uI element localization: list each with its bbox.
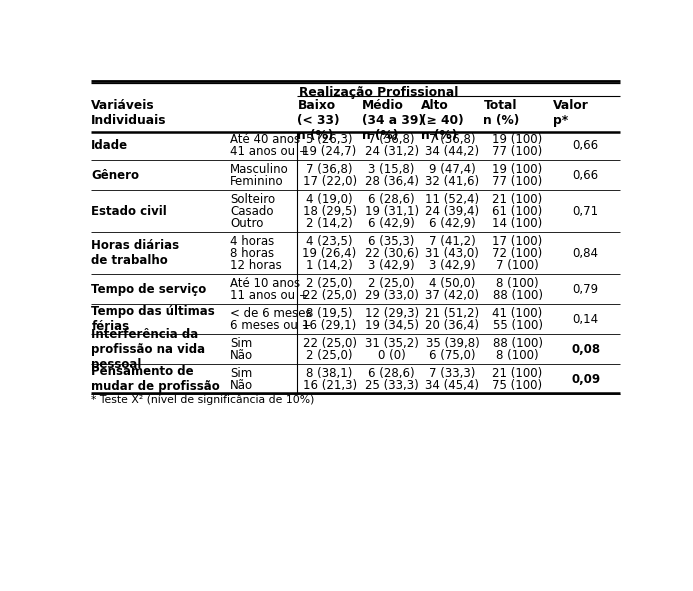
Text: 21 (100): 21 (100)	[493, 193, 543, 206]
Text: Realização Profissional: Realização Profissional	[299, 86, 458, 99]
Text: 12 horas: 12 horas	[230, 259, 282, 272]
Text: 22 (25,0): 22 (25,0)	[303, 288, 357, 301]
Text: 20 (36,4): 20 (36,4)	[426, 319, 480, 332]
Text: Masculino: Masculino	[230, 163, 289, 176]
Text: 8 (38,1): 8 (38,1)	[306, 367, 353, 380]
Text: 4 (50,0): 4 (50,0)	[429, 277, 475, 290]
Text: 16 (29,1): 16 (29,1)	[302, 319, 357, 332]
Text: 4 (19,0): 4 (19,0)	[306, 193, 353, 206]
Text: Sim: Sim	[230, 337, 252, 350]
Text: 8 horas: 8 horas	[230, 246, 274, 259]
Text: 24 (31,2): 24 (31,2)	[365, 145, 419, 158]
Text: 21 (100): 21 (100)	[493, 367, 543, 380]
Text: * Teste X² (nível de significância de 10%): * Teste X² (nível de significância de 10…	[91, 394, 315, 405]
Text: 1 (14,2): 1 (14,2)	[306, 259, 353, 272]
Text: 29 (33,0): 29 (33,0)	[365, 288, 419, 301]
Text: 7 (100): 7 (100)	[496, 259, 539, 272]
Text: 8 (100): 8 (100)	[496, 349, 539, 362]
Text: 0 (0): 0 (0)	[378, 349, 405, 362]
Text: 22 (25,0): 22 (25,0)	[303, 337, 357, 350]
Text: 0,84: 0,84	[572, 246, 599, 259]
Text: 0,09: 0,09	[571, 373, 600, 386]
Text: Baixo
(< 33)
n (%): Baixo (< 33) n (%)	[297, 99, 340, 142]
Text: 3 (15,8): 3 (15,8)	[369, 163, 415, 176]
Text: 24 (39,4): 24 (39,4)	[426, 204, 480, 217]
Text: 19 (26,4): 19 (26,4)	[302, 246, 357, 259]
Text: < de 6 meses: < de 6 meses	[230, 307, 312, 320]
Text: Gênero: Gênero	[91, 169, 139, 182]
Text: 4 (23,5): 4 (23,5)	[306, 235, 353, 248]
Text: 18 (29,5): 18 (29,5)	[303, 204, 357, 217]
Text: 61 (100): 61 (100)	[493, 204, 543, 217]
Text: 17 (100): 17 (100)	[493, 235, 543, 248]
Text: 3 (42,9): 3 (42,9)	[368, 259, 415, 272]
Text: 0,79: 0,79	[572, 282, 599, 296]
Text: Interferência da
profissão na vida
pessoal: Interferência da profissão na vida pesso…	[91, 328, 205, 371]
Text: 35 (39,8): 35 (39,8)	[426, 337, 480, 350]
Text: 6 (42,9): 6 (42,9)	[429, 217, 476, 230]
Text: Tempo de serviço: Tempo de serviço	[91, 282, 207, 296]
Text: 2 (14,2): 2 (14,2)	[306, 217, 353, 230]
Text: 34 (44,2): 34 (44,2)	[426, 145, 480, 158]
Text: 11 anos ou +: 11 anos ou +	[230, 288, 309, 301]
Text: 8 (100): 8 (100)	[496, 277, 539, 290]
Text: Não: Não	[230, 349, 253, 362]
Text: 0,66: 0,66	[572, 139, 599, 152]
Text: Solteiro: Solteiro	[230, 193, 275, 206]
Text: 6 (42,9): 6 (42,9)	[368, 217, 415, 230]
Text: 88 (100): 88 (100)	[493, 337, 543, 350]
Text: 41 (100): 41 (100)	[493, 307, 543, 320]
Text: 6 meses ou +: 6 meses ou +	[230, 319, 311, 332]
Text: Variáveis
Individuais: Variáveis Individuais	[91, 99, 167, 126]
Text: Horas diárias
de trabalho: Horas diárias de trabalho	[91, 239, 179, 267]
Text: 28 (36,4): 28 (36,4)	[365, 175, 419, 188]
Text: 31 (43,0): 31 (43,0)	[426, 246, 480, 259]
Text: 25 (33,3): 25 (33,3)	[365, 379, 419, 392]
Text: 0,71: 0,71	[572, 204, 599, 217]
Text: 12 (29,3): 12 (29,3)	[365, 307, 419, 320]
Text: Feminino: Feminino	[230, 175, 283, 188]
Text: 22 (30,6): 22 (30,6)	[365, 246, 419, 259]
Text: 6 (75,0): 6 (75,0)	[429, 349, 475, 362]
Text: 7 (41,2): 7 (41,2)	[429, 235, 476, 248]
Text: Total
n (%): Total n (%)	[484, 99, 520, 126]
Text: 7 (36,8): 7 (36,8)	[369, 133, 415, 146]
Text: Estado civil: Estado civil	[91, 204, 167, 217]
Text: 2 (25,0): 2 (25,0)	[306, 349, 353, 362]
Text: 19 (24,7): 19 (24,7)	[302, 145, 357, 158]
Text: Idade: Idade	[91, 139, 128, 152]
Text: 2 (25,0): 2 (25,0)	[306, 277, 353, 290]
Text: 19 (100): 19 (100)	[493, 163, 543, 176]
Text: 7 (36,8): 7 (36,8)	[306, 163, 353, 176]
Text: 41 anos ou +: 41 anos ou +	[230, 145, 309, 158]
Text: 6 (35,3): 6 (35,3)	[369, 235, 415, 248]
Text: 34 (45,4): 34 (45,4)	[426, 379, 480, 392]
Text: 19 (31,1): 19 (31,1)	[365, 204, 419, 217]
Text: 9 (47,4): 9 (47,4)	[429, 163, 476, 176]
Text: 2 (25,0): 2 (25,0)	[369, 277, 415, 290]
Text: 77 (100): 77 (100)	[493, 175, 543, 188]
Text: Não: Não	[230, 379, 253, 392]
Text: 6 (28,6): 6 (28,6)	[368, 193, 415, 206]
Text: 19 (100): 19 (100)	[493, 133, 543, 146]
Text: Casado: Casado	[230, 204, 274, 217]
Text: Até 10 anos: Até 10 anos	[230, 277, 300, 290]
Text: Valor
p*: Valor p*	[553, 99, 589, 126]
Text: 7 (33,3): 7 (33,3)	[429, 367, 475, 380]
Text: 16 (21,3): 16 (21,3)	[303, 379, 357, 392]
Text: 55 (100): 55 (100)	[493, 319, 543, 332]
Text: 0,66: 0,66	[572, 169, 599, 182]
Text: 8 (19,5): 8 (19,5)	[306, 307, 353, 320]
Text: 11 (52,4): 11 (52,4)	[426, 193, 480, 206]
Text: 17 (22,0): 17 (22,0)	[303, 175, 357, 188]
Text: 3 (42,9): 3 (42,9)	[429, 259, 475, 272]
Text: Até 40 anos: Até 40 anos	[230, 133, 300, 146]
Text: 0,08: 0,08	[571, 343, 600, 356]
Text: Pensamento de
mudar de profissão: Pensamento de mudar de profissão	[91, 365, 220, 393]
Text: 75 (100): 75 (100)	[493, 379, 543, 392]
Text: 6 (28,6): 6 (28,6)	[368, 367, 415, 380]
Text: Médio
(34 a 39)
n (%): Médio (34 a 39) n (%)	[362, 99, 423, 142]
Text: 19 (34,5): 19 (34,5)	[365, 319, 419, 332]
Text: 4 horas: 4 horas	[230, 235, 274, 248]
Text: 0,14: 0,14	[572, 313, 599, 326]
